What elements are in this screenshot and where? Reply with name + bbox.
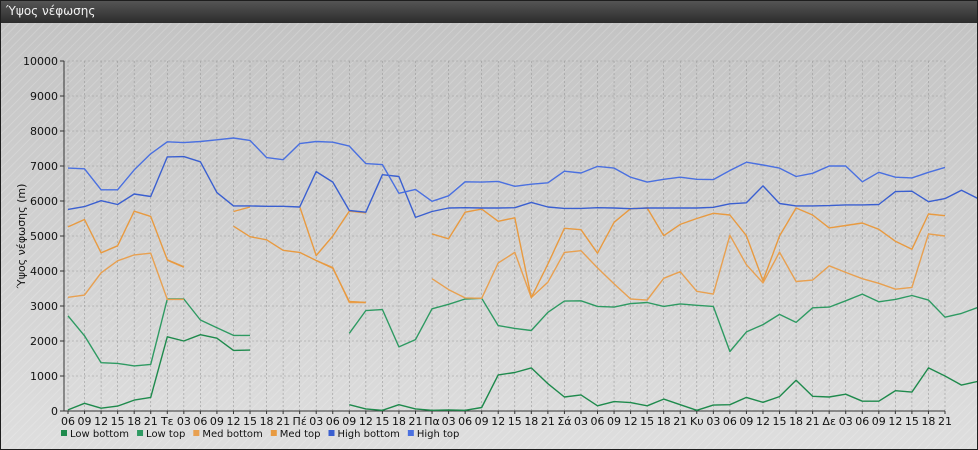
x-tick-label: 21 (938, 415, 952, 428)
x-tick-label: 18 (657, 415, 671, 428)
y-tick-label: 5000 (30, 230, 58, 243)
y-tick-label: 9000 (30, 90, 58, 103)
x-tick-label: 18 (921, 415, 935, 428)
x-tick-label: 09 (607, 415, 621, 428)
x-tick-label: 18 (789, 415, 803, 428)
x-tick-label: 12 (888, 415, 902, 428)
x-tick-label: 15 (243, 415, 257, 428)
y-axis-label: Ύψος νέφωσης (m) (15, 184, 28, 290)
x-tick-label: 09 (210, 415, 224, 428)
series-line-high-bottom (67, 155, 977, 219)
x-tick-label: Πα (424, 415, 440, 428)
series-line-med-bottom (67, 252, 184, 301)
series-line-med-bottom (431, 233, 946, 301)
x-tick-label: 15 (773, 415, 787, 428)
series-line-low-bottom (349, 367, 977, 411)
x-tick-label: 06 (723, 415, 737, 428)
series-line-med-top (233, 225, 366, 304)
x-tick-label: 03 (177, 415, 191, 428)
y-tick-label: 10000 (23, 55, 58, 68)
x-tick-label: 21 (673, 415, 687, 428)
legend-label: Med top (280, 429, 321, 440)
x-tick-label: 12 (359, 415, 373, 428)
x-tick-label: 12 (94, 415, 108, 428)
legend-swatch (61, 430, 67, 436)
window-title: Ύψος νέφωσης (6, 4, 96, 18)
series-line-high-top (67, 137, 946, 203)
y-tick-label: 3000 (30, 300, 58, 313)
x-tick-label: 18 (260, 415, 274, 428)
x-axis: 06 09 12 15 18 21 Τε 03 06 09 12 15 18 21 Πέ 03 06 09 12 15… (61, 410, 952, 428)
x-tick-label: 12 (491, 415, 505, 428)
y-tick-label: 6000 (30, 195, 58, 208)
x-tick-label: 21 (144, 415, 158, 428)
x-tick-label: 21 (276, 415, 290, 428)
legend: Low bottom Low top Med bottom Med top High b… (61, 429, 459, 440)
x-tick-label: 09 (475, 415, 489, 428)
x-tick-label: 09 (78, 415, 92, 428)
series-line-low-top (67, 298, 250, 367)
y-tick-label: 4000 (30, 265, 58, 278)
legend-swatch (407, 430, 414, 436)
legend-label: Low top (146, 429, 185, 440)
x-tick-label: 18 (524, 415, 538, 428)
x-tick-label: 03 (574, 415, 588, 428)
cloud-height-chart: 0 1000 2000 3000 4000 5000 6000 7000 8000 9000 100… (1, 23, 977, 449)
x-tick-label: 12 (624, 415, 638, 428)
x-tick-label: 06 (591, 415, 605, 428)
legend-label: Low bottom (70, 429, 129, 440)
y-tick-label: 0 (51, 405, 58, 418)
series-line-med-top (67, 210, 185, 268)
x-tick-label: 21 (541, 415, 555, 428)
x-tick-label: 06 (458, 415, 472, 428)
x-tick-label: 09 (739, 415, 753, 428)
x-tick-label: 21 (408, 415, 422, 428)
series-lines (67, 137, 977, 411)
y-tick-label: 7000 (30, 160, 58, 173)
x-tick-label: 15 (640, 415, 654, 428)
x-tick-label: 18 (127, 415, 141, 428)
x-tick-label: 18 (392, 415, 406, 428)
legend-label: High top (417, 429, 460, 440)
x-tick-label: Κυ (690, 415, 704, 428)
legend-swatch (270, 430, 277, 436)
x-tick-label: 15 (508, 415, 522, 428)
y-tick-label: 1000 (30, 370, 58, 383)
legend-label: High bottom (338, 429, 400, 440)
x-tick-label: 03 (839, 415, 853, 428)
x-tick-label: Σά (557, 415, 571, 428)
series-line-med-top (431, 207, 946, 299)
x-tick-label: 15 (375, 415, 389, 428)
x-tick-label: 06 (193, 415, 207, 428)
series-line-med-top (233, 206, 251, 213)
x-tick-label: 12 (226, 415, 240, 428)
series-line-low-bottom (67, 334, 251, 411)
x-tick-label: Τε (160, 415, 174, 428)
x-tick-label: 03 (442, 415, 456, 428)
x-tick-label: 12 (756, 415, 770, 428)
legend-label: Med bottom (202, 429, 262, 440)
x-tick-label: 15 (111, 415, 125, 428)
x-tick-label: Πέ (293, 415, 307, 428)
x-tick-label: 03 (309, 415, 323, 428)
x-tick-label: 15 (905, 415, 919, 428)
x-tick-label: 06 (326, 415, 340, 428)
y-tick-label: 8000 (30, 125, 58, 138)
legend-swatch (328, 430, 335, 436)
x-tick-label: 03 (706, 415, 720, 428)
x-tick-label: 09 (872, 415, 886, 428)
x-tick-label: 09 (342, 415, 356, 428)
x-tick-label: 21 (806, 415, 820, 428)
x-tick-label: 06 (61, 415, 75, 428)
series-line-low-top (348, 293, 977, 353)
legend-swatch (137, 430, 144, 436)
title-bar: Ύψος νέφωσης (1, 1, 977, 24)
legend-swatch (193, 430, 200, 436)
x-tick-label: 06 (855, 415, 869, 428)
y-tick-label: 2000 (30, 335, 58, 348)
y-axis: 0 1000 2000 3000 4000 5000 6000 7000 8000 9000 100… (23, 55, 65, 418)
x-tick-label: Δε (822, 415, 836, 428)
